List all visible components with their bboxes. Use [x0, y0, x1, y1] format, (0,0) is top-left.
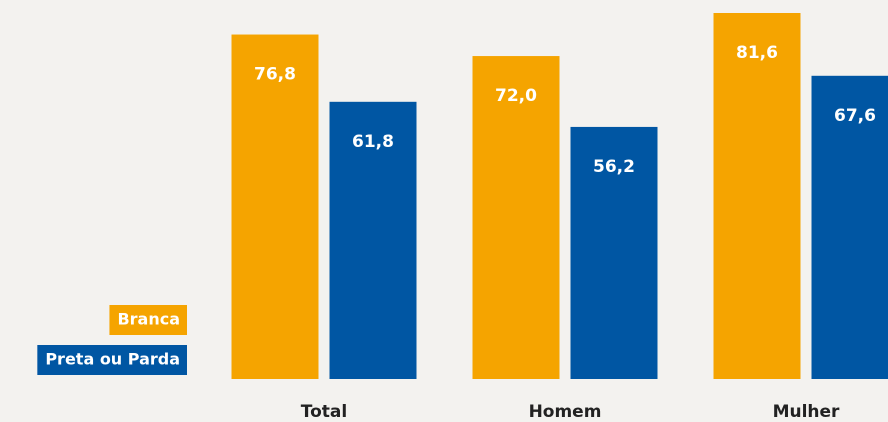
- bar: [713, 13, 801, 379]
- x-tick-label: Mulher: [773, 402, 840, 422]
- legend-swatch: [109, 305, 187, 335]
- legend-label: Preta ou Parda: [45, 350, 180, 369]
- data-label: 56,2: [593, 157, 635, 177]
- bar: [472, 56, 560, 379]
- data-label: 61,8: [352, 132, 394, 152]
- legend-label: Branca: [117, 310, 180, 329]
- bar: [811, 75, 888, 379]
- x-tick-label: Homem: [529, 402, 602, 422]
- bar: [231, 34, 319, 379]
- data-label: 76,8: [254, 65, 296, 85]
- data-label: 81,6: [736, 43, 778, 63]
- x-tick-label: Total: [301, 402, 347, 422]
- data-label: 72,0: [495, 86, 537, 106]
- bar: [570, 126, 658, 379]
- legend-swatch: [37, 345, 187, 375]
- bar: [329, 101, 417, 379]
- data-label: 67,6: [834, 106, 876, 126]
